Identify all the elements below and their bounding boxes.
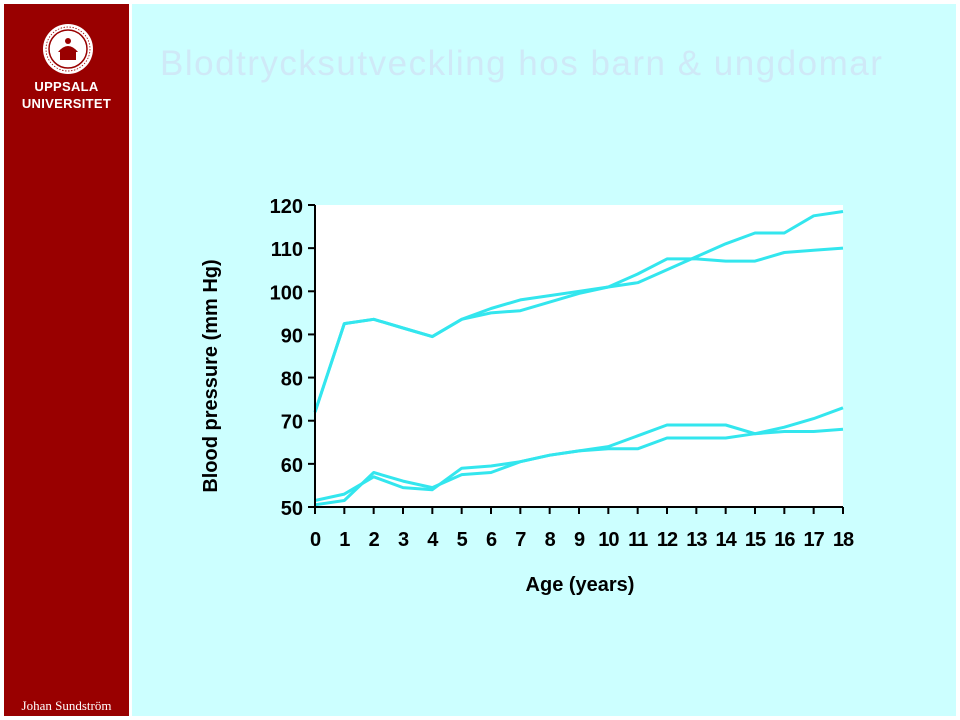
x-tick-label: 13 bbox=[686, 529, 707, 551]
series-layer bbox=[313, 210, 844, 507]
x-axis-label: Age (years) bbox=[526, 574, 635, 596]
y-tick-label: 50 bbox=[281, 498, 303, 520]
x-tick-label: 14 bbox=[716, 529, 738, 551]
x-tick-label: 4 bbox=[427, 529, 439, 551]
x-tick-label: 5 bbox=[457, 529, 468, 551]
x-tick-label: 9 bbox=[574, 529, 585, 551]
x-tick-label: 12 bbox=[657, 529, 678, 551]
x-tick-label: 7 bbox=[515, 529, 526, 551]
x-tick-label: 6 bbox=[486, 529, 497, 551]
x-tick-label: 18 bbox=[833, 529, 854, 551]
x-tick-label: 8 bbox=[545, 529, 556, 551]
x-tick-label: 0 bbox=[310, 529, 321, 551]
series-line-4 bbox=[314, 427, 844, 502]
x-tick-label: 16 bbox=[774, 529, 795, 551]
x-tick-label: 11 bbox=[628, 529, 648, 551]
university-name-line2: UNIVERSITET bbox=[21, 96, 112, 111]
y-tick-label: 60 bbox=[281, 455, 303, 477]
y-tick-label: 100 bbox=[270, 282, 303, 304]
sidebar-brand-panel: UPPSALA UNIVERSITET Johan Sundström bbox=[4, 4, 129, 716]
x-tick-label: 2 bbox=[369, 529, 380, 551]
y-tick-label: 80 bbox=[281, 369, 303, 391]
x-tick-label: 3 bbox=[398, 529, 409, 551]
x-tick-label: 15 bbox=[745, 529, 766, 551]
x-tick-label: 17 bbox=[804, 529, 825, 551]
university-name: UPPSALA UNIVERSITET bbox=[4, 78, 129, 112]
y-tick-label: 110 bbox=[271, 239, 303, 261]
university-name-line1: UPPSALA bbox=[34, 79, 99, 94]
plot-area bbox=[315, 205, 843, 507]
series-line-2 bbox=[313, 246, 844, 413]
y-tick-label: 90 bbox=[281, 325, 303, 347]
y-axis-label: Blood pressure (mm Hg) bbox=[200, 259, 222, 492]
x-tick-label: 10 bbox=[598, 529, 619, 551]
y-tick-label: 120 bbox=[270, 196, 303, 218]
slide-title: Blodtrycksutveckling hos barn & ungdomar bbox=[160, 44, 884, 83]
y-tick-label: 70 bbox=[281, 412, 303, 434]
author-name: Johan Sundström bbox=[21, 698, 112, 713]
university-seal-icon bbox=[43, 24, 93, 74]
x-tick-label: 1 bbox=[339, 529, 350, 551]
